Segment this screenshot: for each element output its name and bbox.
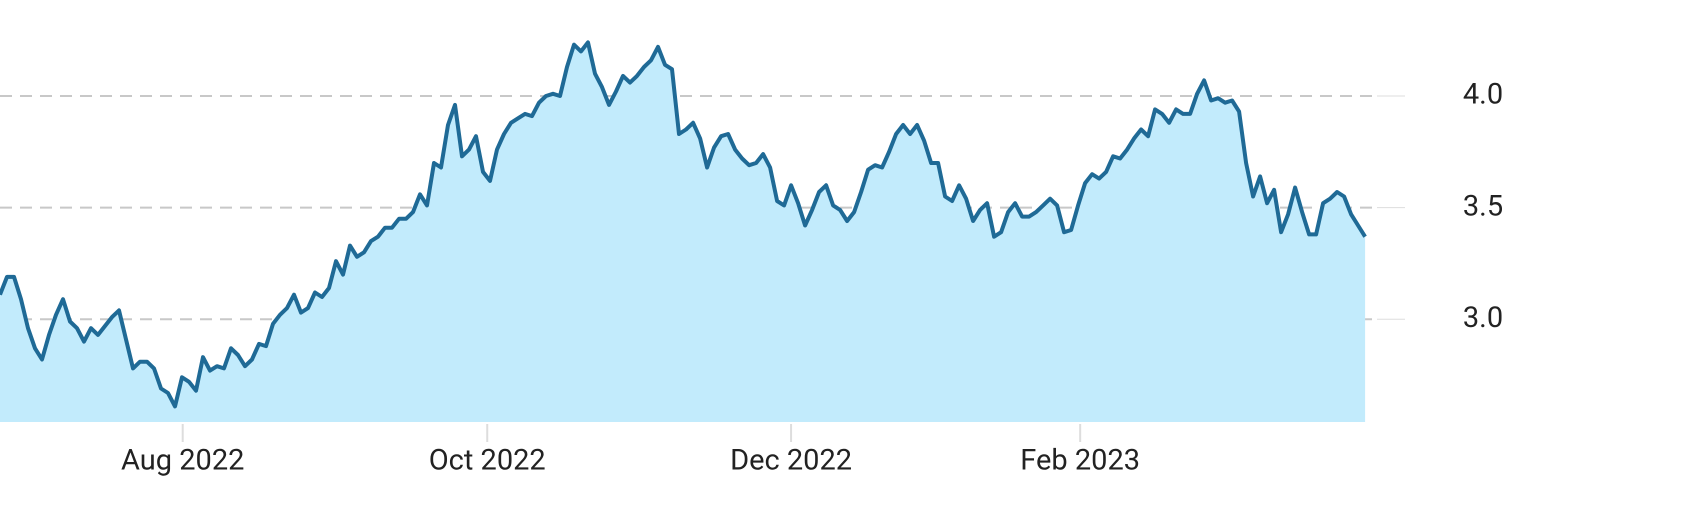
x-tick-label: Dec 2022: [730, 444, 852, 478]
y-tick-label: 3.0: [1463, 301, 1503, 335]
x-tick-label: Oct 2022: [429, 444, 546, 478]
y-tick-label: 4.0: [1463, 78, 1503, 112]
line: [0, 40, 1367, 409]
area-fill: [0, 42, 1366, 423]
x-tick-label: Aug 2022: [121, 444, 244, 478]
y-tick-label: 3.5: [1463, 189, 1503, 223]
x-tick-label: Feb 2023: [1020, 444, 1140, 478]
